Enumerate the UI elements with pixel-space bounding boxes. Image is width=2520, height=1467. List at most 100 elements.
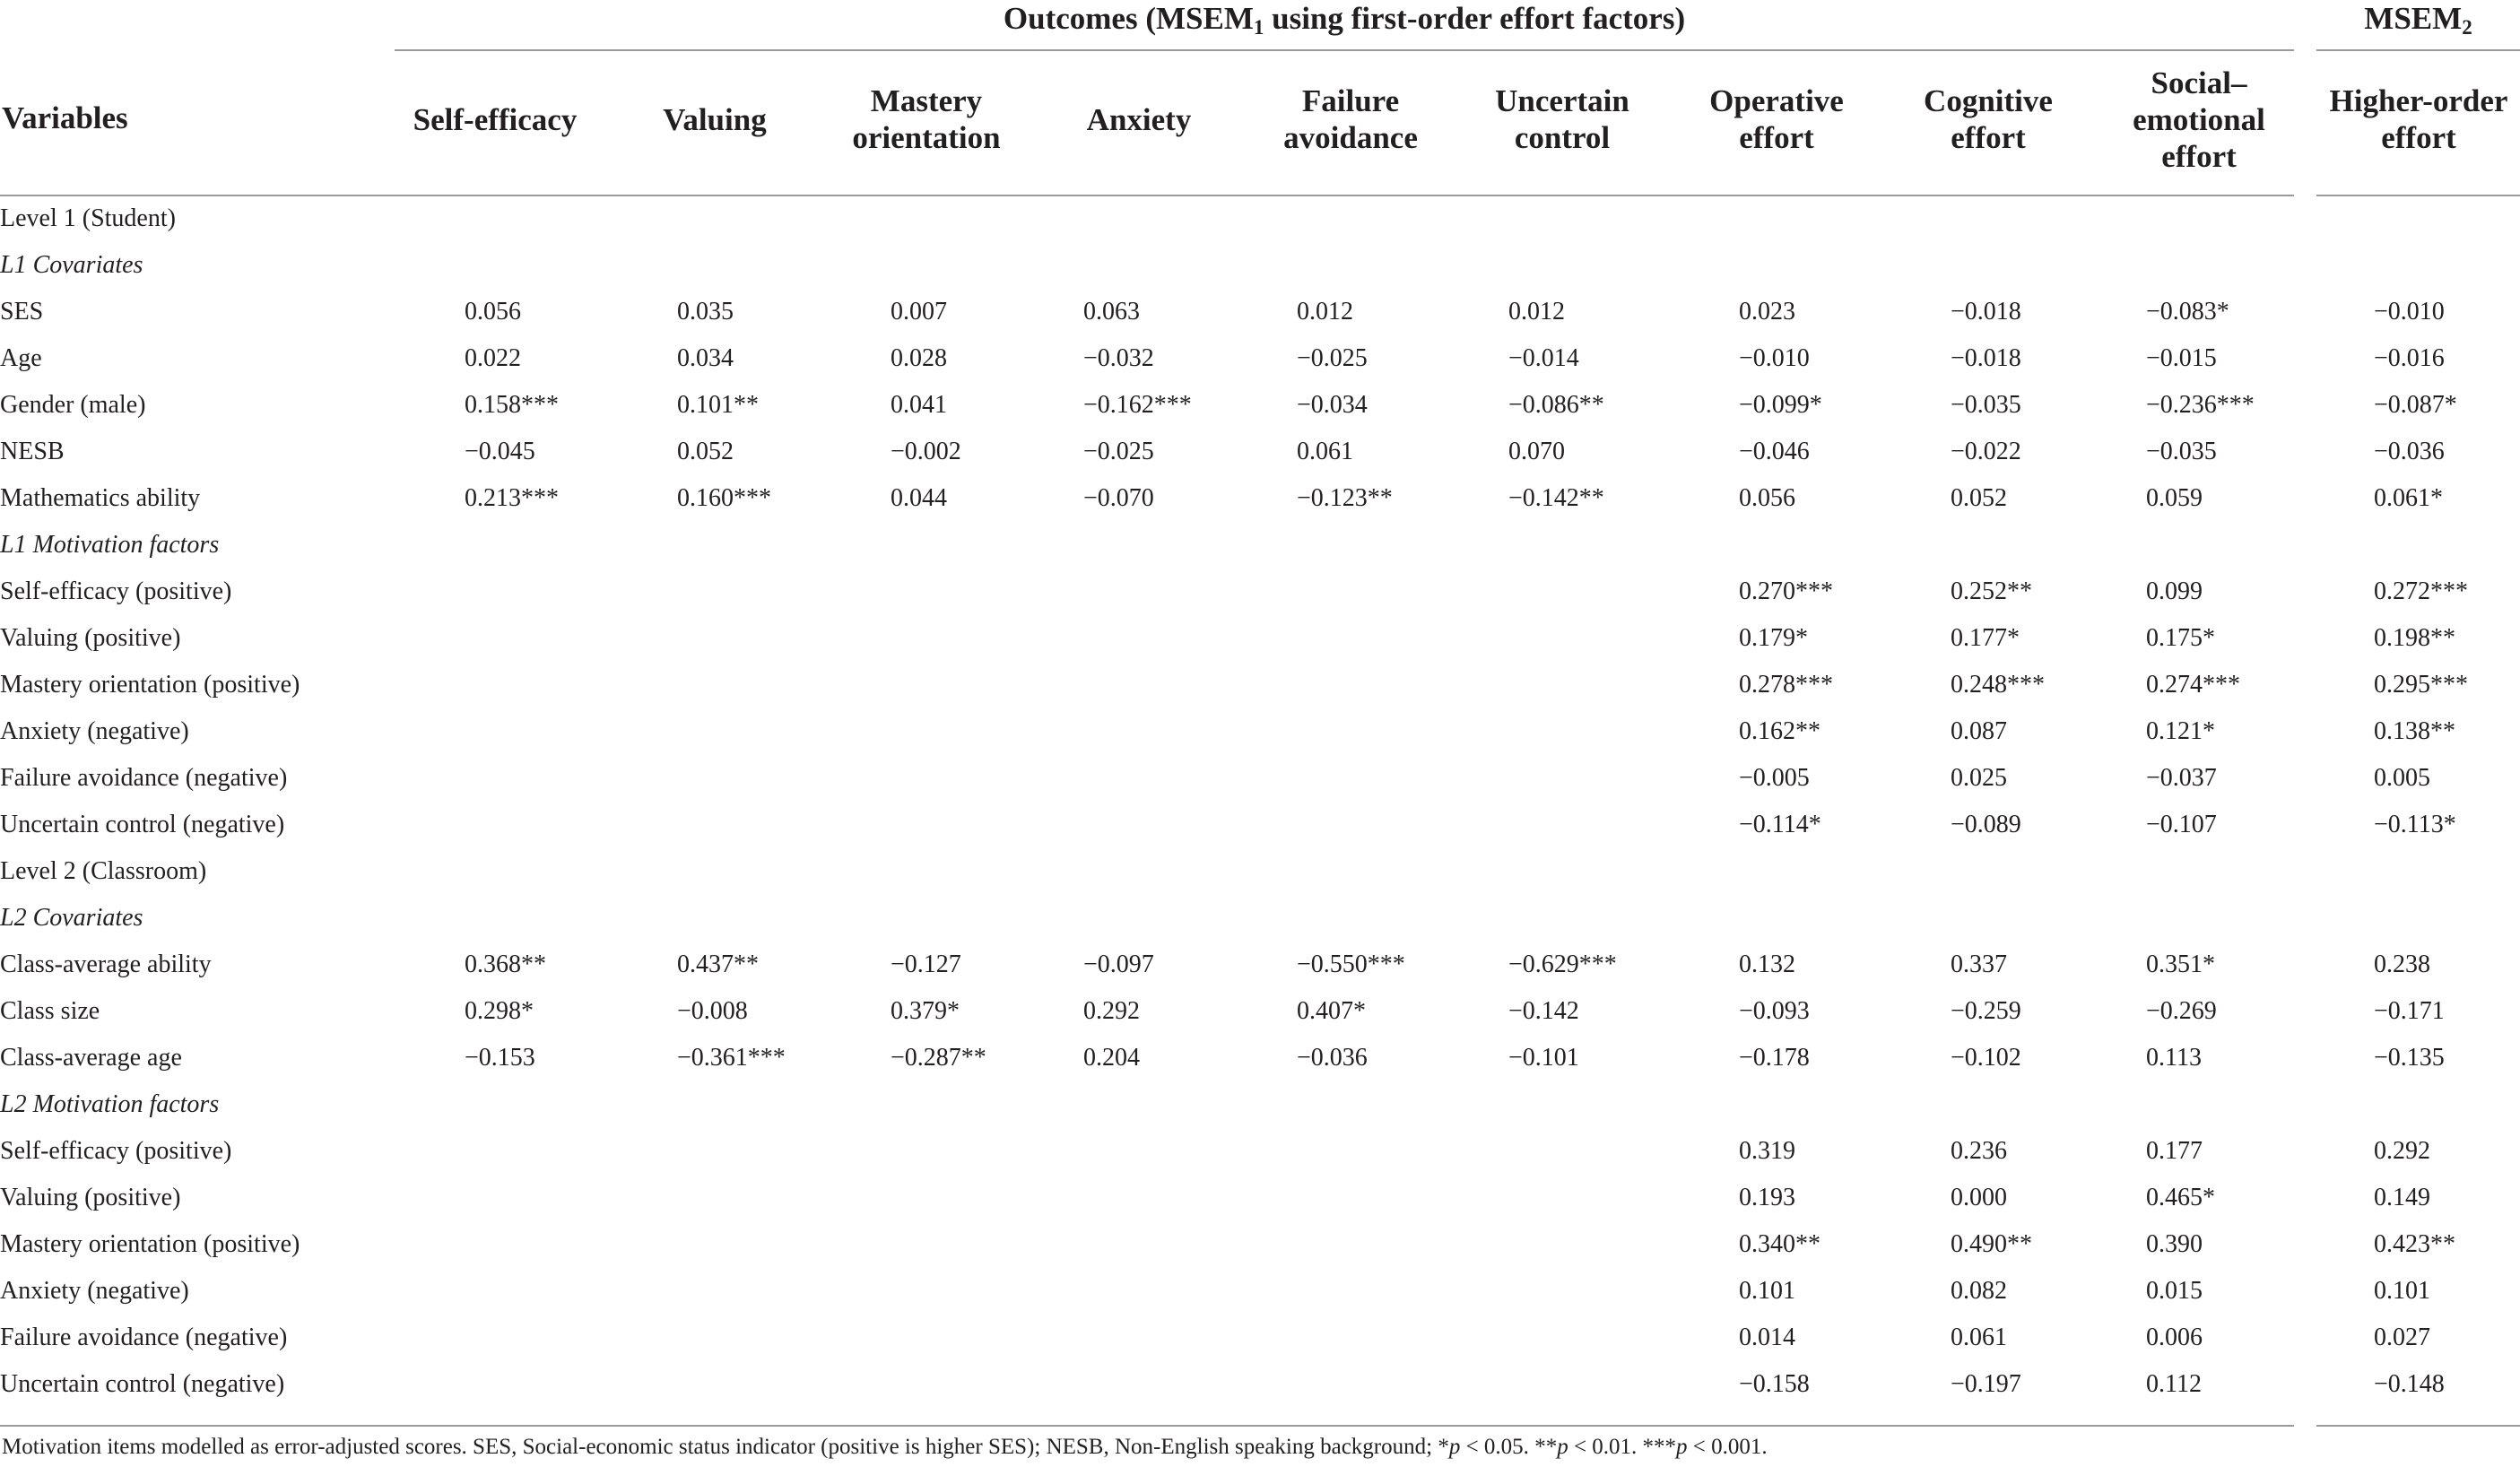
table-row: Self-efficacy (positive) 0.319 0.236 0.177 0… [0, 1128, 2520, 1175]
table-row: Uncertain control (negative) −0.114* −0.08… [0, 802, 2520, 848]
table-cell [1508, 1221, 1739, 1268]
column-header-line: Failure [1301, 83, 1400, 118]
subsection-row: L2 Motivation factors [0, 1081, 2520, 1128]
table-cell [1083, 1361, 1297, 1408]
table-cell: 0.379* [891, 997, 960, 1025]
table-cell [465, 1361, 677, 1408]
table-cell: −0.178 [1739, 1044, 1810, 1072]
table-cell: 0.490** [1951, 1230, 2032, 1258]
table-cell [1508, 708, 1739, 755]
table-cell [677, 1221, 891, 1268]
table-cell: −0.142** [1508, 484, 1604, 512]
table-cell: −0.287** [891, 1044, 986, 1072]
table-row: Anxiety (negative) 0.101 0.082 0.015 0.101 [0, 1268, 2520, 1315]
table-cell: −0.171 [2374, 997, 2445, 1025]
table-cell [1297, 755, 1508, 802]
table-cell: 0.179* [1739, 624, 1808, 652]
table-cell [1508, 1315, 1739, 1361]
table-cell: 0.278*** [1739, 671, 1833, 699]
table-cell: −0.269 [2146, 997, 2217, 1025]
table-cell [1297, 708, 1508, 755]
table-cell [891, 1221, 1083, 1268]
table-cell: 0.423** [2374, 1230, 2455, 1258]
column-header-line: avoidance [1283, 120, 1418, 155]
table-cell: −0.153 [465, 1044, 535, 1072]
table-cell: −0.014 [1508, 344, 1579, 372]
table-cell: 0.063 [1083, 298, 1140, 326]
table-cell [1508, 802, 1739, 848]
table-cell [891, 1175, 1083, 1221]
table-cell: −0.045 [465, 438, 535, 465]
table-cell: 0.319 [1739, 1137, 1795, 1165]
table-cell: 0.177 [2146, 1137, 2203, 1165]
table-cell: −0.010 [1739, 344, 1810, 372]
table-cell: 0.407* [1297, 997, 1366, 1025]
table-cell: 0.101 [2374, 1277, 2430, 1305]
table-row: Self-efficacy (positive) 0.270*** 0.252** 0… [0, 569, 2520, 615]
column-header-line: Higher-order [2329, 83, 2508, 118]
table-cell [465, 708, 677, 755]
row-label: Mastery orientation (positive) [0, 671, 300, 699]
table-cell: 0.022 [465, 344, 521, 372]
table-footnote: Motivation items modelled as error-adjus… [2, 1435, 1768, 1460]
table-cell: 0.006 [2146, 1324, 2203, 1351]
table-cell: 0.007 [891, 298, 947, 326]
outcomes-title-rest: using first-order effort factors) [1264, 1, 1686, 36]
table-cell: 0.138** [2374, 717, 2455, 745]
table-cell [465, 662, 677, 708]
table-cell [891, 802, 1083, 848]
table-row: Uncertain control (negative) −0.158 −0.197… [0, 1361, 2520, 1408]
column-header: Valuing [663, 101, 766, 138]
table-cell: −0.008 [677, 997, 748, 1025]
table-cell [1508, 662, 1739, 708]
table-cell: −0.018 [1951, 344, 2021, 372]
header-bottom-rule-right [2316, 195, 2520, 196]
table-cell: 0.082 [1951, 1277, 2007, 1305]
table-cell: 0.015 [2146, 1277, 2203, 1305]
column-header-line: Operative [1709, 83, 1844, 118]
table-cell: 0.204 [1083, 1044, 1140, 1072]
table-cell [1297, 569, 1508, 615]
table-cell [677, 1128, 891, 1175]
table-cell [891, 1268, 1083, 1315]
table-cell [891, 708, 1083, 755]
table-cell: 0.158*** [465, 391, 559, 419]
table-cell: 0.121* [2146, 717, 2215, 745]
table-bottom-rule-right [2316, 1425, 2520, 1427]
table-cell: −0.025 [1297, 344, 1368, 372]
table-cell [1083, 1268, 1297, 1315]
header-bottom-rule-left [0, 195, 2294, 196]
table-cell [1083, 755, 1297, 802]
table-cell: −0.016 [2374, 344, 2445, 372]
table-cell: −0.158 [1739, 1370, 1810, 1398]
row-label: Failure avoidance (negative) [0, 764, 288, 792]
table-cell: 0.041 [891, 391, 947, 419]
table-cell: 0.198** [2374, 624, 2455, 652]
table-cell: 0.177* [1951, 624, 2020, 652]
table-cell: −0.032 [1083, 344, 1154, 372]
table-cell: 0.023 [1739, 298, 1795, 326]
row-label: Mastery orientation (positive) [0, 1230, 300, 1258]
row-label: Class-average ability [0, 951, 212, 978]
variables-header: Variables [2, 100, 128, 135]
table-cell: −0.629*** [1508, 951, 1617, 978]
sig-note-3: ***p < 0.001. [1642, 1435, 1768, 1459]
column-header: Failure avoidance [1283, 82, 1418, 156]
table-cell [677, 755, 891, 802]
table-cell [1297, 662, 1508, 708]
table-cell: −0.162*** [1083, 391, 1192, 419]
empty-cell [465, 195, 2520, 242]
table-cell: 0.113 [2146, 1044, 2202, 1072]
table-cell: −0.127 [891, 951, 961, 978]
row-label: Valuing (positive) [0, 1184, 181, 1211]
table-cell: 0.061 [1297, 438, 1353, 465]
table-cell: 0.292 [2374, 1137, 2430, 1165]
column-header-line: effort [1739, 120, 1814, 155]
table-cell: −0.086** [1508, 391, 1604, 419]
column-header: Higher-order effort [2330, 82, 2508, 156]
table-cell: −0.037 [2146, 764, 2217, 792]
row-label: Anxiety (negative) [0, 1277, 189, 1305]
table-cell: 0.274*** [2146, 671, 2240, 699]
table-cell [1297, 1315, 1508, 1361]
table-cell: −0.036 [1297, 1044, 1368, 1072]
